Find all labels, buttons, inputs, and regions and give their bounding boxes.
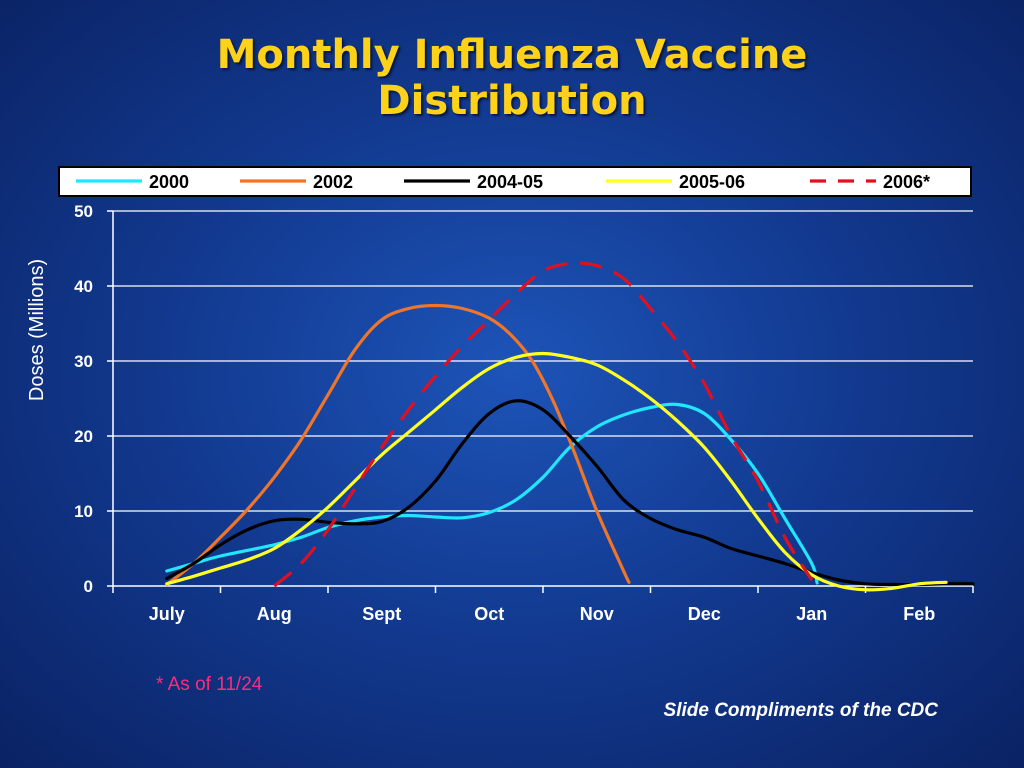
title-line-1: Monthly Influenza Vaccine: [216, 32, 808, 78]
y-tick-labels: 0 10 20 30 40 50: [74, 202, 113, 596]
credit-text: Slide Compliments of the CDC: [663, 700, 938, 721]
legend-label: 2002: [313, 172, 353, 192]
x-tick-label: Dec: [688, 604, 721, 624]
slide-title: Monthly Influenza Vaccine Distribution: [0, 32, 1024, 124]
x-tick-label: Jan: [796, 604, 827, 624]
series-lines: [165, 261, 975, 592]
x-tick-label: Nov: [580, 604, 614, 624]
legend: 2000 2002 2004-05 2005-06 2006*: [58, 166, 972, 197]
x-tick-label: Sept: [362, 604, 401, 624]
footnote: * As of 11/24: [156, 674, 263, 695]
y-axis-label: Doses (Millions): [26, 259, 48, 401]
x-tick-label: Feb: [903, 604, 935, 624]
y-tick-label: 20: [74, 427, 93, 446]
legend-label: 2006*: [883, 172, 930, 192]
y-tick-label: 40: [74, 277, 93, 296]
y-tick-label: 50: [74, 202, 93, 221]
x-tick-labels: July Aug Sept Oct Nov Dec Jan Feb: [112, 586, 974, 624]
axes: [112, 211, 973, 587]
x-tick-label: Oct: [474, 604, 504, 624]
series-line-2002: [165, 303, 631, 587]
y-tick-label: 30: [74, 352, 93, 371]
y-tick-label: 10: [74, 502, 93, 521]
gridlines: [113, 210, 973, 512]
x-tick-label: July: [149, 604, 185, 624]
legend-label: 2005-06: [679, 172, 745, 192]
series-line-2006: [273, 261, 814, 588]
series-line-2000: [165, 402, 819, 585]
y-tick-label: 0: [84, 577, 93, 596]
series-line-2004-05: [165, 399, 975, 587]
series-line-2005-06: [165, 351, 948, 592]
legend-label: 2004-05: [477, 172, 543, 192]
legend-label: 2000: [149, 172, 189, 192]
title-line-2: Distribution: [377, 78, 647, 124]
x-tick-label: Aug: [257, 604, 292, 624]
